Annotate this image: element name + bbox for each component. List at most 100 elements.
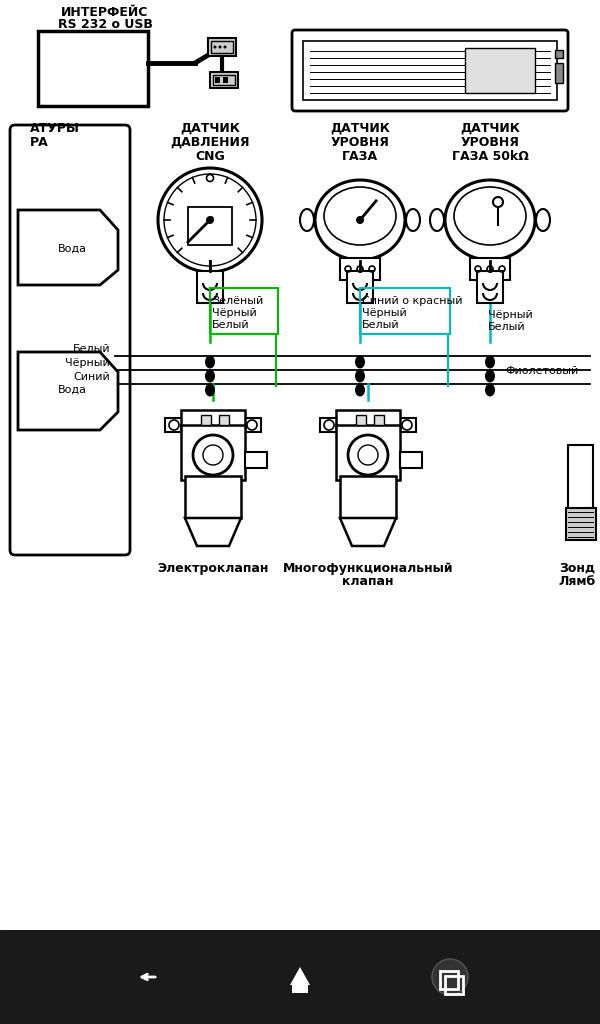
Text: CNG: CNG: [195, 150, 225, 163]
Ellipse shape: [536, 209, 550, 231]
Ellipse shape: [205, 370, 215, 383]
Text: ИНТЕРФЕЙС: ИНТЕРФЕЙС: [61, 6, 149, 19]
Bar: [340, 258, 380, 280]
Text: Чёрный: Чёрный: [488, 310, 533, 319]
Text: Белый: Белый: [212, 319, 250, 330]
Text: АТУРЫ: АТУРЫ: [30, 122, 80, 135]
Text: ГАЗА: ГАЗА: [342, 150, 378, 163]
Ellipse shape: [406, 209, 420, 231]
Circle shape: [214, 45, 217, 48]
Text: Многофункциональный: Многофункциональный: [283, 562, 453, 575]
Text: Синий о красный: Синий о красный: [362, 296, 463, 306]
Bar: [219, 415, 229, 425]
Bar: [223, 77, 228, 83]
Bar: [165, 418, 183, 432]
Bar: [374, 415, 384, 425]
Bar: [197, 271, 223, 303]
Text: ДАТЧИК: ДАТЧИК: [460, 122, 520, 135]
Text: клапан: клапан: [342, 575, 394, 588]
Bar: [360, 288, 450, 334]
Ellipse shape: [430, 209, 444, 231]
Polygon shape: [18, 210, 118, 285]
Bar: [181, 425, 245, 480]
Text: Зелёный: Зелёный: [212, 296, 263, 306]
Circle shape: [223, 45, 227, 48]
Bar: [201, 415, 211, 425]
Bar: [211, 41, 233, 53]
FancyBboxPatch shape: [292, 30, 568, 111]
Polygon shape: [340, 518, 396, 546]
Text: РА: РА: [30, 136, 49, 150]
Ellipse shape: [485, 355, 495, 369]
Bar: [210, 72, 238, 88]
Text: Чёрный: Чёрный: [65, 358, 110, 368]
Text: Белый: Белый: [488, 322, 526, 332]
Bar: [555, 50, 563, 58]
Text: Вода: Вода: [58, 244, 86, 254]
Bar: [38, 31, 148, 106]
Text: Фиолетовый: Фиолетовый: [505, 366, 578, 376]
Ellipse shape: [355, 370, 365, 383]
Text: Чёрный: Чёрный: [362, 308, 407, 318]
Text: Чёрный: Чёрный: [212, 308, 257, 318]
Ellipse shape: [485, 370, 495, 383]
Bar: [201, 272, 219, 294]
Bar: [336, 410, 400, 428]
Text: ГАЗА 50kΩ: ГАЗА 50kΩ: [452, 150, 529, 163]
Polygon shape: [185, 518, 241, 546]
Ellipse shape: [355, 384, 365, 396]
Bar: [210, 288, 278, 334]
Bar: [320, 418, 338, 432]
Circle shape: [206, 174, 214, 181]
Ellipse shape: [205, 355, 215, 369]
Text: ДАТЧИК: ДАТЧИК: [330, 122, 390, 135]
Text: Лямб: Лямб: [559, 575, 596, 588]
Ellipse shape: [355, 355, 365, 369]
Ellipse shape: [205, 384, 215, 396]
Circle shape: [356, 216, 364, 224]
Ellipse shape: [485, 384, 495, 396]
Bar: [566, 508, 596, 540]
Bar: [470, 258, 510, 280]
Bar: [555, 63, 563, 83]
Bar: [303, 41, 557, 100]
Bar: [208, 38, 236, 56]
Ellipse shape: [315, 180, 405, 260]
Ellipse shape: [300, 209, 314, 231]
Circle shape: [218, 45, 221, 48]
Bar: [336, 425, 400, 480]
Text: RS 232 o USB: RS 232 o USB: [58, 18, 152, 31]
Polygon shape: [290, 967, 310, 993]
Text: Электроклапан: Электроклапан: [157, 562, 269, 575]
Bar: [465, 48, 535, 93]
Circle shape: [206, 216, 214, 224]
Bar: [356, 415, 366, 425]
Polygon shape: [18, 352, 118, 430]
Bar: [188, 207, 232, 245]
Bar: [398, 418, 416, 432]
Text: УРОВНЯ: УРОВНЯ: [331, 136, 389, 150]
Text: ДАТЧИК: ДАТЧИК: [180, 122, 240, 135]
Bar: [347, 271, 373, 303]
Bar: [340, 476, 396, 518]
Bar: [215, 77, 220, 83]
Text: Зонд: Зонд: [559, 562, 595, 575]
Bar: [245, 452, 267, 468]
Text: Белый: Белый: [73, 344, 110, 354]
Text: ДАВЛЕНИЯ: ДАВЛЕНИЯ: [170, 136, 250, 150]
Bar: [213, 75, 235, 85]
Circle shape: [158, 168, 262, 272]
Bar: [181, 410, 245, 428]
Bar: [400, 452, 422, 468]
Bar: [185, 476, 241, 518]
Ellipse shape: [445, 180, 535, 260]
FancyBboxPatch shape: [0, 113, 600, 935]
Text: Вода: Вода: [58, 385, 86, 395]
Text: Белый: Белый: [362, 319, 400, 330]
Circle shape: [432, 959, 468, 995]
Text: Синий: Синий: [73, 372, 110, 382]
Bar: [243, 418, 261, 432]
Bar: [477, 271, 503, 303]
Bar: [445, 976, 463, 994]
Bar: [440, 971, 458, 989]
